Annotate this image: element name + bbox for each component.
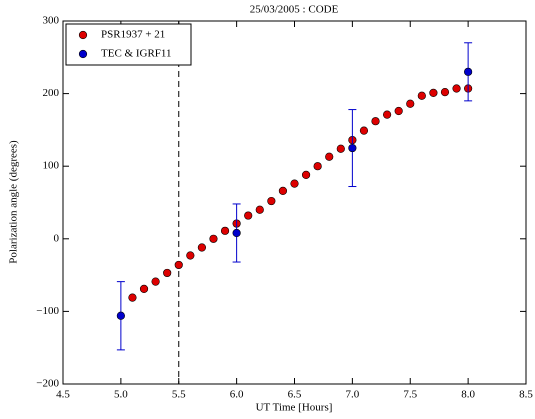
x-tick-label: 7.0 — [346, 389, 360, 401]
point — [440, 88, 450, 97]
y-tick-label: 0 — [54, 232, 60, 244]
point — [139, 284, 149, 293]
point — [371, 117, 380, 126]
point — [163, 268, 172, 278]
point — [325, 152, 334, 161]
x-tick-label: 8.0 — [461, 389, 475, 401]
point — [301, 170, 311, 180]
point — [290, 179, 299, 188]
x-tick-label: 7.5 — [403, 389, 417, 401]
plot-frame — [62, 20, 527, 385]
point — [186, 251, 195, 260]
point — [255, 205, 264, 214]
x-axis-label: UT Time [Hours] — [256, 402, 333, 414]
point — [116, 311, 125, 320]
point — [220, 226, 230, 235]
point — [128, 293, 137, 302]
point — [267, 196, 276, 206]
point — [406, 99, 415, 108]
x-tick-label: 6.0 — [230, 389, 244, 401]
point — [452, 84, 461, 93]
x-tick-label: 5.5 — [172, 389, 186, 401]
x-tick-label: 6.5 — [288, 389, 302, 401]
legend-label: PSR1937 + 21 — [101, 29, 165, 41]
x-tick-label: 4.5 — [56, 389, 70, 401]
point — [394, 106, 403, 116]
point — [336, 144, 345, 153]
point — [209, 234, 218, 243]
point — [278, 186, 288, 195]
y-tick-label: −100 — [36, 305, 59, 317]
legend-marker — [78, 49, 88, 59]
point — [197, 243, 206, 252]
point — [383, 110, 392, 119]
y-tick-label: 100 — [43, 160, 60, 172]
y-tick-label: 200 — [43, 87, 60, 99]
x-tick-label: 8.5 — [519, 389, 533, 401]
legend-box — [65, 23, 192, 66]
y-tick-label: −200 — [36, 378, 59, 390]
chart-title: 25/03/2005 : CODE — [250, 4, 339, 16]
point — [244, 211, 253, 220]
point — [232, 228, 241, 238]
point — [359, 126, 369, 135]
point — [313, 162, 322, 171]
point — [464, 67, 473, 76]
point — [151, 277, 160, 286]
y-tick-label: 300 — [43, 15, 60, 27]
x-tick-label: 5.0 — [114, 389, 128, 401]
legend-label: TEC & IGRF11 — [101, 48, 172, 60]
point — [174, 260, 183, 270]
y-axis-label: Polarization angle (degrees) — [8, 140, 20, 264]
point — [417, 91, 426, 100]
point — [348, 143, 357, 153]
point — [429, 88, 438, 97]
legend-marker — [78, 30, 88, 40]
